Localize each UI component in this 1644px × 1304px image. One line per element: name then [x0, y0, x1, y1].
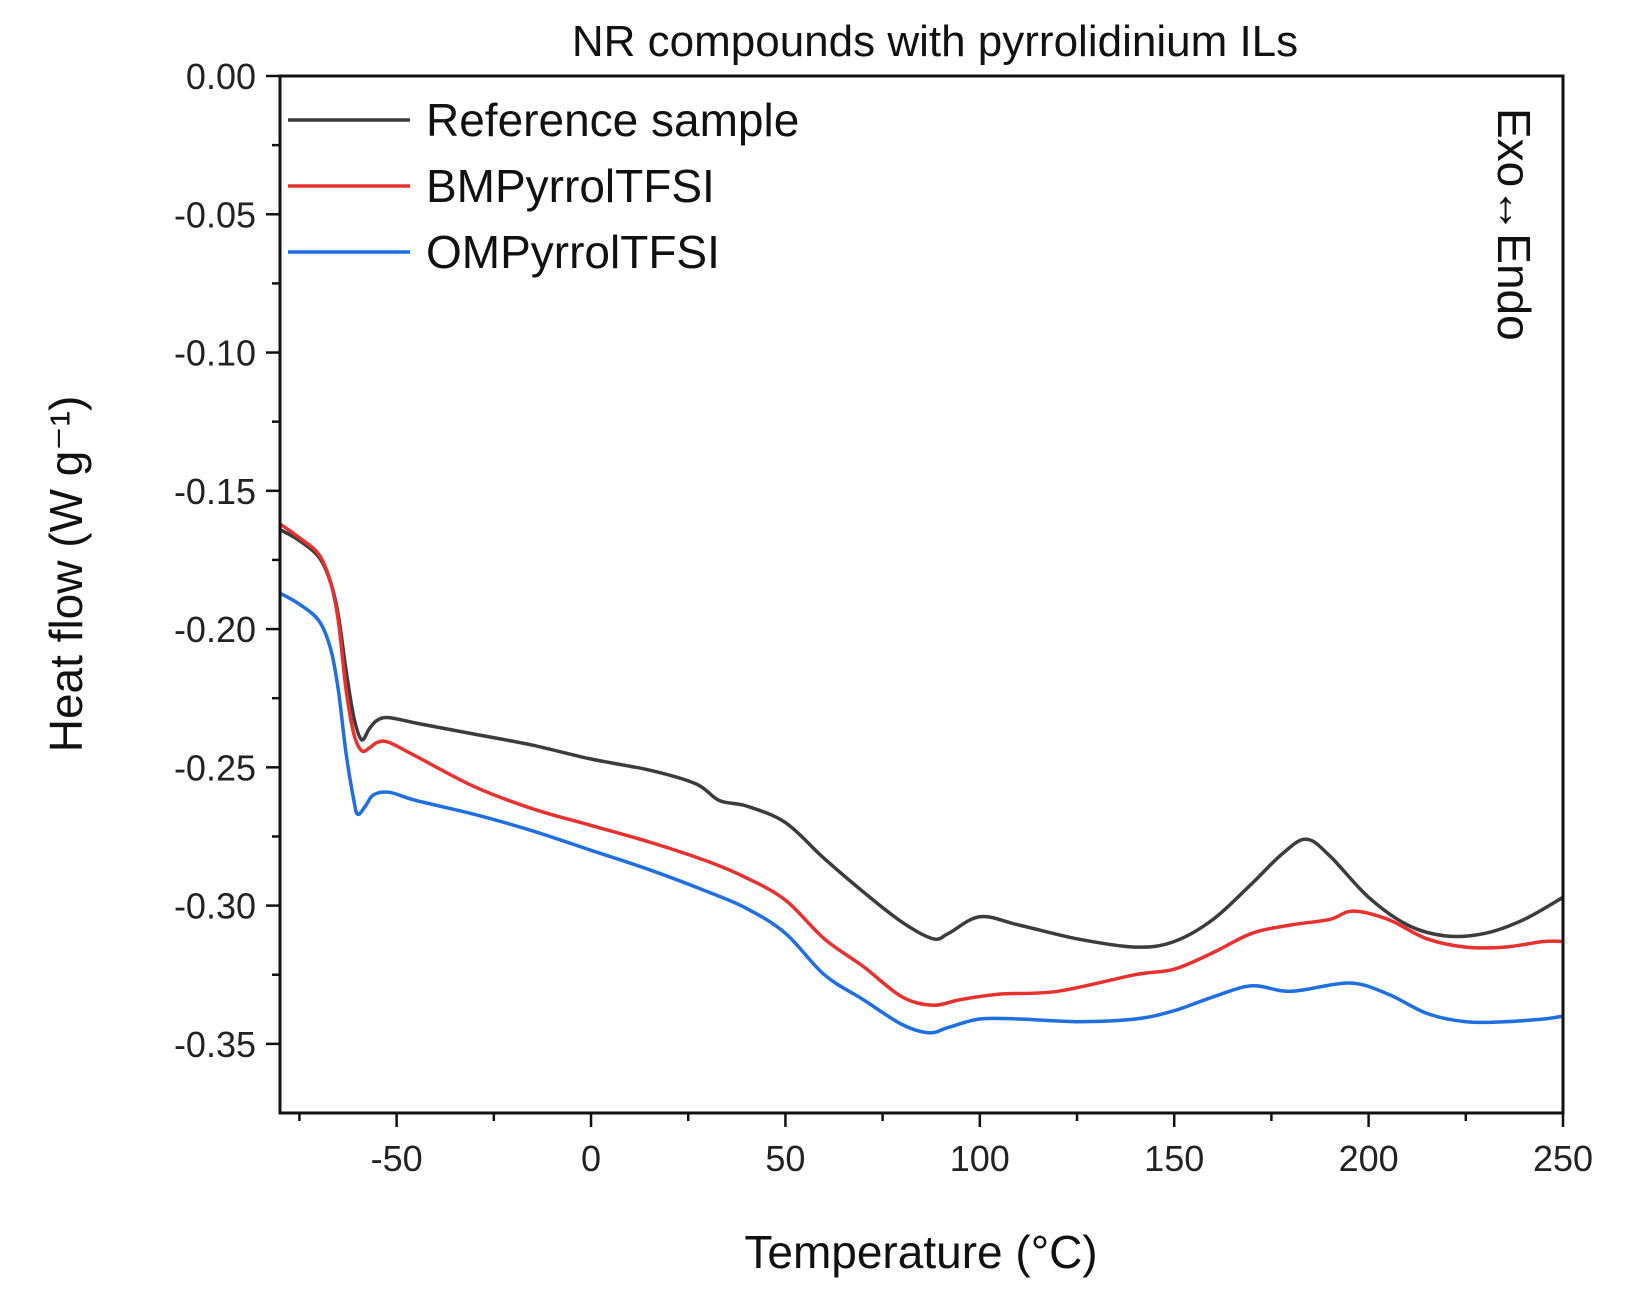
legend: Reference sample BMPyrrolTFSI OMPyrrolTFSI — [288, 94, 799, 278]
legend-label: BMPyrrolTFSI — [426, 160, 715, 212]
x-axis-title: Temperature (°C) — [744, 1226, 1097, 1278]
x-tick-label: 100 — [950, 1138, 1010, 1179]
plot-frame — [278, 74, 1565, 1115]
exo-endo-annotation-group: Exo↔Endo — [1488, 108, 1540, 341]
x-tick-label: 200 — [1339, 1138, 1399, 1179]
x-tick-label: -50 — [371, 1138, 423, 1179]
y-tick-label: -0.15 — [174, 471, 256, 512]
y-tick-label: -0.25 — [174, 747, 256, 788]
x-tick-label: 0 — [581, 1138, 601, 1179]
series-line-2 — [278, 522, 1564, 1007]
chart-title: NR compounds with pyrrolidinium ILs — [572, 17, 1298, 66]
y-axis-title-group: Heat flow (W g⁻¹) — [40, 396, 92, 753]
y-axis-ticks: 0.00 -0.05 -0.10 -0.15 -0.20 -0.25 -0.30 -0.35 — [174, 56, 280, 1065]
legend-label: Reference sample — [426, 94, 799, 146]
x-tick-label: 50 — [765, 1138, 805, 1179]
x-tick-label: 150 — [1144, 1138, 1204, 1179]
series-line-1 — [279, 527, 1564, 949]
y-tick-label: -0.10 — [174, 333, 256, 374]
series-line-3 — [279, 591, 1564, 1035]
y-axis-title: Heat flow (W g⁻¹) — [40, 396, 92, 753]
legend-label: OMPyrrolTFSI — [426, 226, 720, 278]
exo-endo-annotation: Exo↔Endo — [1488, 108, 1540, 341]
y-tick-label: -0.20 — [174, 609, 256, 650]
y-tick-label: 0.00 — [186, 56, 256, 97]
y-tick-label: -0.35 — [174, 1024, 256, 1065]
y-tick-label: -0.05 — [174, 194, 256, 235]
plot-area — [278, 522, 1564, 1035]
x-axis-ticks: -50 0 50 100 150 200 250 — [298, 1113, 1593, 1179]
y-tick-label: -0.30 — [174, 886, 256, 927]
x-tick-label: 250 — [1533, 1138, 1593, 1179]
